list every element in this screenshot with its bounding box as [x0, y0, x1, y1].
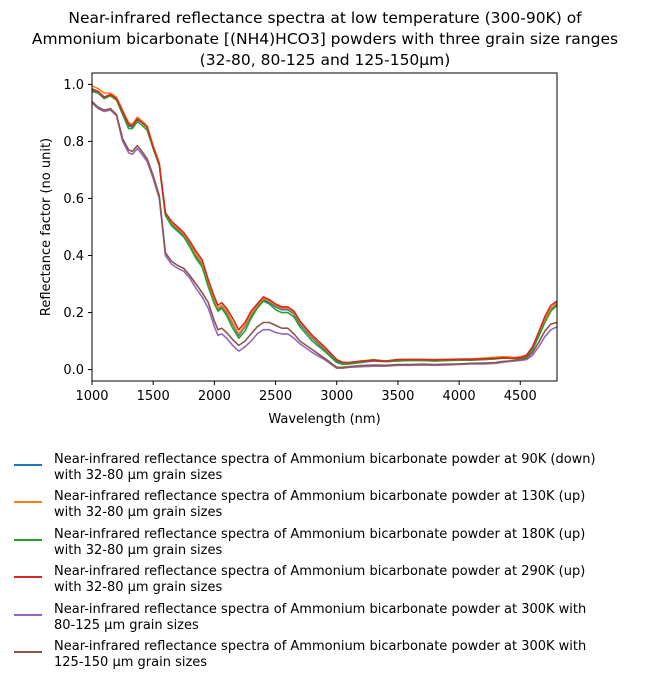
series-line-4 [92, 102, 557, 369]
legend-label: Near-infrared reflectance spectra of Amm… [54, 489, 586, 521]
legend-label: Near-infrared reflectance spectra of Amm… [54, 452, 596, 483]
plot-frame [91, 72, 558, 382]
legend-item-4: Near-infrared reflectance spectra of Amm… [14, 602, 644, 639]
x-tick-label: 4500 [504, 389, 537, 404]
chart-legend: Near-infrared reflectance spectra of Amm… [14, 452, 644, 676]
y-tick-label: 1.0 [63, 78, 84, 93]
legend-item-2: Near-infrared reflectance spectra of Amm… [14, 527, 644, 564]
legend-swatch [14, 613, 42, 616]
legend-label: Near-infrared reflectance spectra of Amm… [54, 564, 586, 596]
x-axis-label: Wavelength (nm) [268, 412, 380, 427]
y-tick-label: 0.2 [63, 306, 84, 321]
y-tick-label: 0.0 [63, 363, 84, 378]
chart-title-line: Near-infrared reflectance spectra at low… [68, 9, 582, 27]
y-axis-ticks: 0.0 0.2 0.4 0.6 0.8 1.0 [63, 78, 92, 378]
x-tick-label: 4000 [443, 389, 476, 404]
x-tick-label: 1000 [75, 389, 108, 404]
legend-swatch [14, 501, 42, 504]
legend-label: Near-infrared reflectance spectra of Amm… [54, 601, 587, 633]
y-tick-label: 0.8 [63, 135, 84, 150]
y-tick-label: 0.6 [63, 192, 84, 207]
series-line-3 [92, 89, 557, 364]
legend-item-0: Near-infrared reflectance spectra of Amm… [14, 452, 644, 489]
legend-swatch [14, 538, 42, 541]
plot-lines [92, 85, 557, 369]
legend-label: Near-infrared reflectance spectra of Amm… [54, 526, 586, 558]
legend-item-1: Near-infrared reflectance spectra of Amm… [14, 489, 644, 526]
x-tick-label: 3500 [381, 389, 414, 404]
legend-item-3: Near-infrared reflectance spectra of Amm… [14, 564, 644, 601]
chart-title: Near-infrared reflectance spectra at low… [32, 9, 618, 69]
x-axis-ticks: 1000 1500 2000 2500 3000 3500 4000 4500 [75, 381, 537, 404]
legend-label: Near-infrared reflectance spectra of Amm… [54, 638, 587, 670]
legend-swatch [14, 576, 42, 579]
x-tick-label: 1500 [137, 389, 170, 404]
legend-item-5: Near-infrared reflectance spectra of Amm… [14, 639, 644, 676]
x-tick-label: 3000 [320, 389, 353, 404]
x-tick-label: 2500 [259, 389, 292, 404]
x-tick-label: 2000 [198, 389, 231, 404]
chart-title-line: (32-80, 80-125 and 125-150µm) [200, 51, 451, 69]
y-axis-label: Reflectance factor (no unit) [39, 138, 54, 316]
chart-title-line: Ammonium bicarbonate [(NH4)HCO3] powders… [32, 30, 618, 48]
series-line-5 [92, 100, 557, 369]
legend-swatch [14, 464, 42, 466]
y-tick-label: 0.4 [63, 249, 84, 264]
legend-swatch [14, 650, 42, 653]
chart-svg: Near-infrared reflectance spectra at low… [32, 9, 618, 427]
